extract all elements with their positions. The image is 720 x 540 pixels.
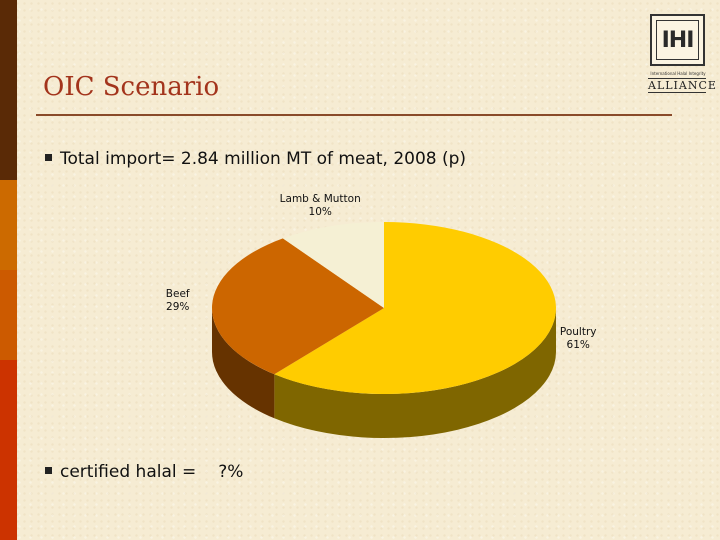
- sidebar-accent: [0, 0, 17, 540]
- page-title: OIC Scenario: [43, 72, 220, 102]
- pie-slice-beef: [212, 238, 384, 375]
- bullet-certified-halal: certified halal =?%: [45, 462, 243, 482]
- bullet-marker: [45, 467, 52, 474]
- pie-value-poultry: 61%: [567, 339, 590, 351]
- bullet-marker: [45, 154, 52, 161]
- logo: IHI: [650, 14, 705, 66]
- logo-subtitle: International Halal Integrity: [650, 71, 706, 76]
- title-divider: [36, 114, 672, 116]
- pie-label-beef: Beef: [166, 288, 190, 300]
- sidebar-block-3: [0, 270, 17, 360]
- pie-slice-poultry: [274, 222, 557, 394]
- bullet-total-import-text: Total import= 2.84 million MT of meat, 2…: [60, 149, 467, 169]
- bullet-certified-halal-value: ?%: [218, 462, 244, 482]
- sidebar-block-2: [0, 180, 17, 270]
- logo-name: ALLIANCE: [648, 78, 717, 93]
- logo-mark: IHI: [656, 20, 699, 60]
- pie-slices: [212, 222, 557, 394]
- sidebar-block-4: [0, 360, 17, 540]
- pie-side-poultry: [274, 308, 556, 438]
- pie-value-beef: 29%: [166, 301, 189, 313]
- sidebar-block-1: [0, 0, 17, 180]
- pie-label-lamb-mutton: Lamb & Mutton: [280, 193, 361, 205]
- pie-slice-lamb-mutton: [282, 222, 384, 308]
- bullet-certified-halal-text: certified halal =: [60, 462, 197, 482]
- pie-value-lamb-mutton: 10%: [309, 206, 332, 218]
- pie-label-poultry: Poultry: [560, 326, 597, 338]
- pie-side-beef: [212, 308, 275, 419]
- pie-sides: [212, 308, 556, 438]
- bullet-total-import: Total import= 2.84 million MT of meat, 2…: [45, 149, 466, 169]
